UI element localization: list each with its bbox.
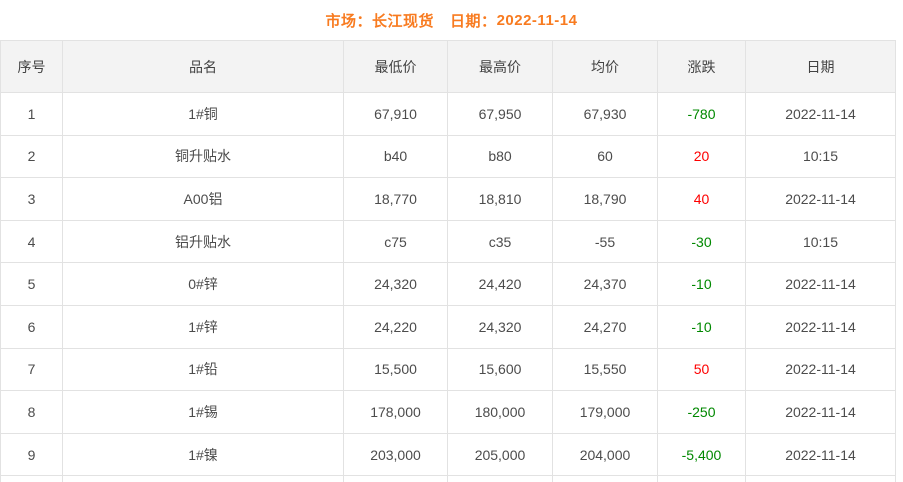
cell-date: 2022-11-14 [745,347,896,392]
cell-avg: 24,270 [552,304,658,349]
table-row: 7 1#铅 15,500 15,600 15,550 50 2022-11-14 [0,347,896,392]
cell-name: A00铝 [62,177,344,221]
cell-high: 24,420 [447,262,553,306]
cell-high: 180,000 [447,390,553,434]
cell-no: 2 [0,134,63,179]
cell-avg: 179,000 [552,390,658,434]
cell-low: b40 [343,134,448,179]
cell-avg: 24,370 [552,262,658,306]
cell-date: 2022-11-14 [745,92,896,136]
cell-date: 2022-11-14 [745,304,896,349]
cell-name: 1#镍 [62,432,344,477]
market-value: 长江现货 [372,12,435,30]
table-row: 9 1#镍 203,000 205,000 204,000 -5,400 2022-11-1… [0,432,896,477]
cell-low: c75 [343,219,448,264]
cell-date: 2022-11-14 [745,432,896,477]
partial-row [0,475,896,482]
page-title: 市场： 长江现货 日期： 2022-11-14 [0,0,903,40]
date-value: 2022-11-14 [496,11,578,29]
cell-change: -10 [657,304,746,349]
table-row: 6 1#锌 24,220 24,320 24,270 -10 2022-11-14 [0,304,896,349]
cell-change: -250 [657,390,746,434]
cell-avg: 15,550 [552,347,658,392]
cell-low: 178,000 [343,390,448,434]
table-row: 1 1#铜 67,910 67,950 67,930 -780 2022-11-14 [0,92,896,136]
cell-high: 15,600 [447,347,553,392]
market-label: 市场： [325,12,373,30]
cell-high: 24,320 [447,304,553,349]
cell-no: 9 [0,432,63,477]
cell-date: 10:15 [745,134,896,179]
cell-high: 67,950 [447,92,553,136]
cell-avg: 60 [552,134,658,179]
cell-avg: 18,790 [552,177,658,221]
cell-high: 18,810 [447,177,553,221]
table-row: 2 铜升贴水 b40 b80 60 20 10:15 [0,134,896,179]
column-header: 最低价 [343,40,448,93]
table-row: 4 铝升贴水 c75 c35 -55 -30 10:15 [0,219,896,264]
cell-name: 1#锡 [62,390,344,434]
cell-change: -10 [657,262,746,306]
cell-low: 18,770 [343,177,448,221]
cell-low: 15,500 [343,347,448,392]
column-header: 日期 [745,40,896,93]
cell-low: 24,320 [343,262,448,306]
table-row: 3 A00铝 18,770 18,810 18,790 40 2022-11-14 [0,177,896,221]
cell-change: 40 [657,177,746,221]
cell-name: 1#锌 [62,304,344,349]
price-table: 序号 品名 最低价 最高价 均价 涨跌 日期 1 1#铜 67,910 67,950 67,930-… [0,40,896,482]
cell-name: 1#铜 [62,92,344,136]
column-header: 均价 [552,40,658,93]
cell-no: 1 [0,92,63,136]
column-header: 品名 [62,40,344,93]
cell-no: 4 [0,219,63,264]
cell-avg: 67,930 [552,92,658,136]
cell-no: 7 [0,347,63,392]
table-body: 1 1#铜 67,910 67,950 67,930 -780 2022-11-14 2 铜升贴… [0,92,896,477]
cell-high: c35 [447,219,553,264]
cell-name: 0#锌 [62,262,344,306]
cell-date: 2022-11-14 [745,390,896,434]
cell-high: b80 [447,134,553,179]
cell-change: -5,400 [657,432,746,477]
cell-date: 2022-11-14 [745,177,896,221]
cell-low: 67,910 [343,92,448,136]
column-header: 涨跌 [657,40,746,93]
cell-no: 3 [0,177,63,221]
column-header: 序号 [0,40,63,93]
table-row: 8 1#锡 178,000 180,000 179,000 -250 2022-11-14 [0,390,896,434]
cell-no: 5 [0,262,63,306]
cell-name: 铝升贴水 [62,219,344,264]
cell-change: 50 [657,347,746,392]
cell-no: 8 [0,390,63,434]
cell-no: 6 [0,304,63,349]
cell-date: 2022-11-14 [745,262,896,306]
column-header: 最高价 [447,40,553,93]
cell-date: 10:15 [745,219,896,264]
cell-avg: -55 [552,219,658,264]
cell-avg: 204,000 [552,432,658,477]
cell-low: 203,000 [343,432,448,477]
cell-change: -30 [657,219,746,264]
table-row: 5 0#锌 24,320 24,420 24,370 -10 2022-11-14 [0,262,896,306]
cell-low: 24,220 [343,304,448,349]
cell-change: -780 [657,92,746,136]
cell-name: 1#铅 [62,347,344,392]
cell-change: 20 [657,134,746,179]
cell-name: 铜升贴水 [62,134,344,179]
cell-high: 205,000 [447,432,553,477]
header-row: 序号 品名 最低价 最高价 均价 涨跌 日期 [0,40,896,93]
date-label: 日期： [450,12,497,30]
